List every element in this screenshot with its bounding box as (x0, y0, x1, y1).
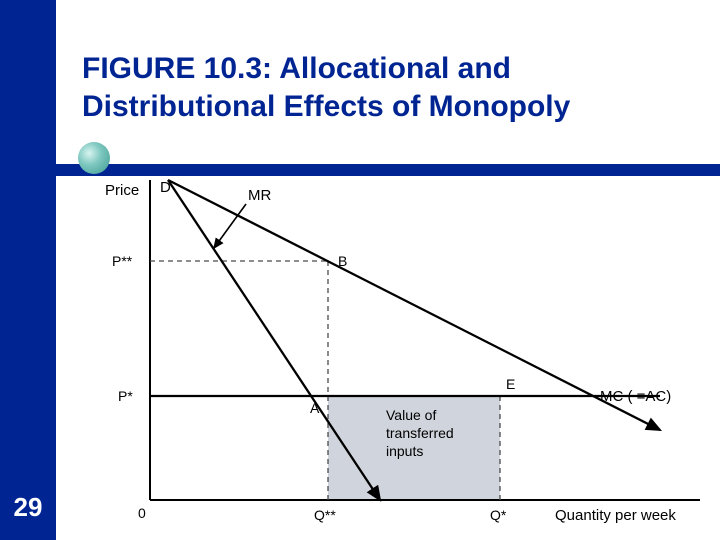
economics-chart: Price D MR P** P* B A E MC ( =AC) 0 Q** Q* Quantity … (0, 0, 720, 540)
MC-label: MC ( =AC) (600, 388, 671, 405)
y-axis-label: Price (105, 182, 139, 199)
Pss-label: P** (112, 253, 133, 269)
D-label: D (160, 179, 171, 196)
A-label: A (310, 400, 320, 416)
E-label: E (506, 376, 515, 392)
Qs-label: Q* (490, 507, 507, 523)
origin-label: 0 (138, 505, 146, 521)
Qss-label: Q** (314, 507, 336, 523)
MR-label: MR (248, 187, 271, 204)
region-label: inputs (386, 443, 423, 459)
region-label: Value of (386, 407, 436, 423)
Ps-label: P* (118, 388, 133, 404)
B-label: B (338, 253, 347, 269)
region-label: transferred (386, 425, 454, 441)
x-axis-label: Quantity per week (555, 507, 676, 524)
